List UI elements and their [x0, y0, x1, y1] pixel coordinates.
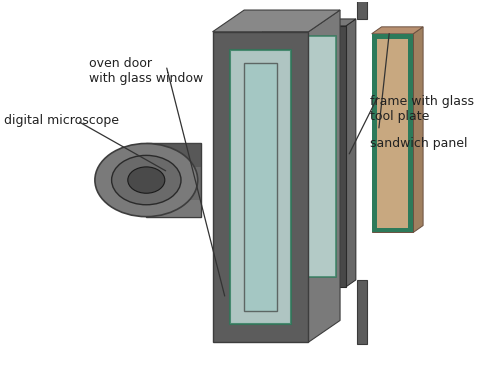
Polygon shape	[146, 144, 201, 167]
Text: digital microscope: digital microscope	[4, 114, 119, 127]
Polygon shape	[372, 34, 413, 233]
Polygon shape	[357, 280, 366, 344]
Polygon shape	[146, 200, 201, 217]
Polygon shape	[346, 19, 356, 287]
Ellipse shape	[128, 167, 165, 193]
Polygon shape	[262, 19, 356, 26]
Text: sandwich panel: sandwich panel	[370, 137, 467, 150]
Polygon shape	[372, 34, 413, 39]
Polygon shape	[262, 26, 346, 287]
Text: oven door
with glass window: oven door with glass window	[89, 58, 203, 86]
Polygon shape	[372, 228, 413, 232]
Polygon shape	[230, 49, 290, 324]
Text: frame with glass
tool plate: frame with glass tool plate	[370, 95, 474, 123]
Ellipse shape	[95, 144, 198, 217]
Polygon shape	[413, 27, 423, 232]
Polygon shape	[372, 27, 423, 34]
Polygon shape	[372, 34, 376, 233]
Polygon shape	[212, 32, 308, 342]
Polygon shape	[357, 0, 366, 19]
Polygon shape	[272, 36, 336, 277]
Polygon shape	[408, 34, 413, 233]
Polygon shape	[212, 10, 340, 32]
Polygon shape	[244, 63, 277, 311]
Ellipse shape	[112, 155, 181, 205]
Polygon shape	[146, 144, 201, 217]
Polygon shape	[308, 10, 340, 342]
